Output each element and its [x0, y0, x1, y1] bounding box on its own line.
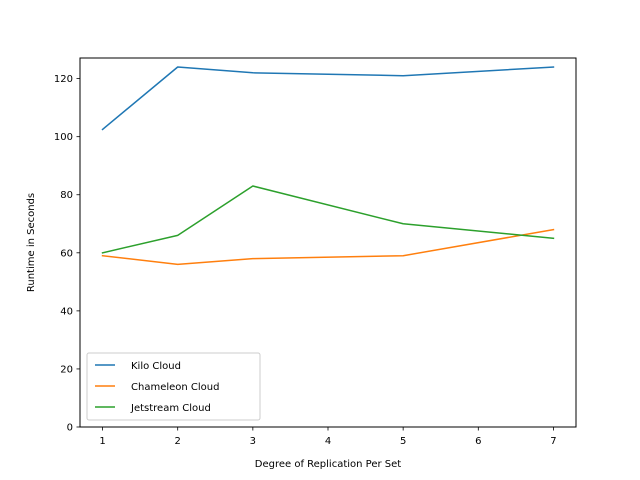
legend-label: Chameleon Cloud: [131, 382, 219, 393]
y-tick-label: 0: [67, 423, 73, 434]
legend: Kilo Cloud Chameleon Cloud Jetstream Cloud: [86, 352, 261, 421]
y-axis-label: Runtime in Seconds: [26, 193, 37, 292]
legend-label: Kilo Cloud: [131, 361, 181, 372]
series-line-2: [101, 228, 555, 266]
x-tick-label: 2: [175, 436, 181, 447]
series-line-3: [101, 185, 555, 254]
x-tick-label: 5: [400, 436, 406, 447]
y-tick-label: 60: [60, 248, 73, 259]
plot-lines: [101, 66, 555, 266]
y-tick-label: 80: [60, 190, 73, 201]
x-tick-label: 1: [99, 436, 105, 447]
y-tick-label: 120: [54, 74, 73, 85]
legend-label: Jetstream Cloud: [130, 403, 211, 414]
x-tick-label: 3: [250, 436, 256, 447]
y-axis-ticks: 0 20 40 60 80 100 120: [54, 74, 80, 434]
y-tick-label: 20: [60, 364, 73, 375]
series-line-1: [101, 66, 555, 131]
x-tick-label: 6: [475, 436, 481, 447]
y-tick-label: 100: [54, 132, 73, 143]
x-axis-ticks: 1 2 3 4 5 6 7: [99, 427, 557, 447]
x-tick-label: 7: [550, 436, 556, 447]
x-tick-label: 4: [325, 436, 331, 447]
y-tick-label: 40: [60, 306, 73, 317]
legend-box: [86, 352, 261, 421]
x-axis-label: Degree of Replication Per Set: [255, 459, 402, 470]
